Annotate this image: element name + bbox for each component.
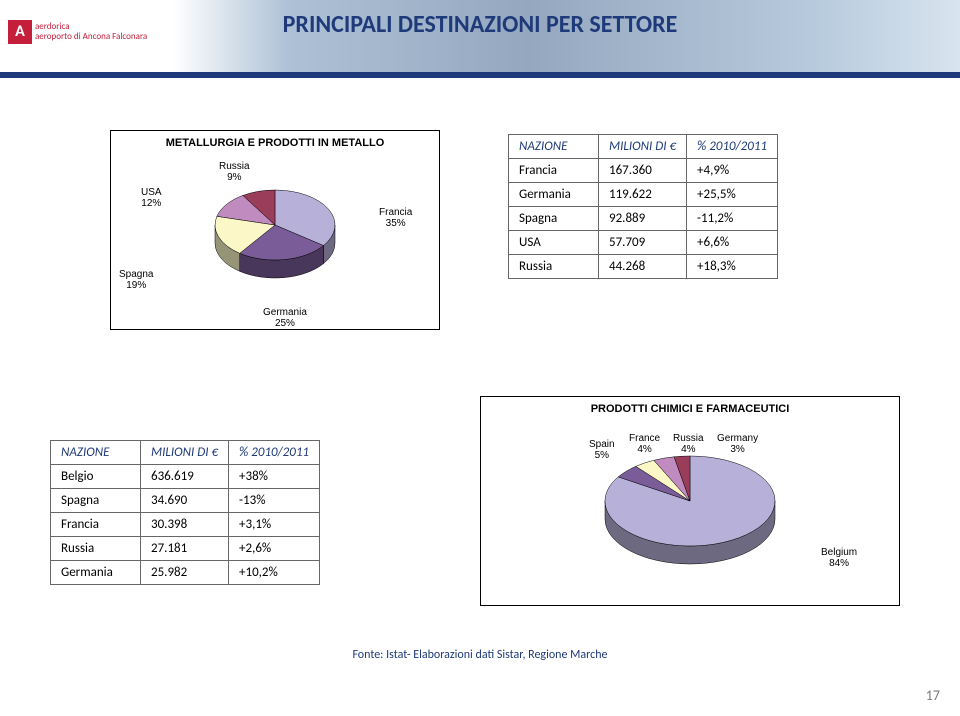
table-chimici: NAZIONEMILIONI DI €% 2010/2011Belgio636.… bbox=[50, 440, 320, 585]
table-row: Spagna92.889-11,2% bbox=[509, 207, 778, 231]
table-cell: Russia bbox=[51, 537, 141, 561]
table-cell: +3,1% bbox=[229, 513, 320, 537]
table-cell: Belgio bbox=[51, 465, 141, 489]
table-cell: 57.709 bbox=[599, 231, 687, 255]
pie-slice-label: Spagna19% bbox=[119, 269, 153, 291]
chart-chimici: PRODOTTI CHIMICI E FARMACEUTICI Belgium8… bbox=[480, 396, 900, 606]
table-cell: Spagna bbox=[51, 489, 141, 513]
table-cell: 25.982 bbox=[141, 561, 229, 585]
table-header: NAZIONE bbox=[509, 135, 599, 159]
pie-slice-label: Francia35% bbox=[379, 207, 412, 229]
table-header: NAZIONE bbox=[51, 441, 141, 465]
footnote: Fonte: Istat- Elaborazioni dati Sistar, … bbox=[0, 648, 960, 662]
table-header: % 2010/2011 bbox=[687, 135, 778, 159]
table-cell: Francia bbox=[509, 159, 599, 183]
table-cell: +4,9% bbox=[687, 159, 778, 183]
table-row: Germania25.982+10,2% bbox=[51, 561, 320, 585]
table-cell: +10,2% bbox=[229, 561, 320, 585]
chart-chimici-title: PRODOTTI CHIMICI E FARMACEUTICI bbox=[481, 397, 899, 417]
pie-slice-label: Spain5% bbox=[589, 439, 615, 461]
table-cell: 92.889 bbox=[599, 207, 687, 231]
pie-slice-label: Germany3% bbox=[717, 433, 758, 455]
table-cell: +38% bbox=[229, 465, 320, 489]
pie-slice-label: Belgium84% bbox=[821, 547, 857, 569]
table-row: Germania119.622+25,5% bbox=[509, 183, 778, 207]
table-header: MILIONI DI € bbox=[599, 135, 687, 159]
pie-slice-label: Russia9% bbox=[219, 161, 250, 183]
table-row: Belgio636.619+38% bbox=[51, 465, 320, 489]
table-cell: 34.690 bbox=[141, 489, 229, 513]
table-cell: 27.181 bbox=[141, 537, 229, 561]
table-header: MILIONI DI € bbox=[141, 441, 229, 465]
table-cell: 167.360 bbox=[599, 159, 687, 183]
table-cell: USA bbox=[509, 231, 599, 255]
table-cell: +25,5% bbox=[687, 183, 778, 207]
table-cell: +18,3% bbox=[687, 255, 778, 279]
table-metallurgia: NAZIONEMILIONI DI €% 2010/2011Francia167… bbox=[508, 134, 778, 279]
table-row: Francia30.398+3,1% bbox=[51, 513, 320, 537]
table-row: Spagna34.690-13% bbox=[51, 489, 320, 513]
table-cell: 44.268 bbox=[599, 255, 687, 279]
header-bar bbox=[0, 72, 960, 78]
chart-metallurgia-title: METALLURGIA E PRODOTTI IN METALLO bbox=[111, 131, 439, 151]
table-header: % 2010/2011 bbox=[229, 441, 320, 465]
table-cell: Spagna bbox=[509, 207, 599, 231]
table-row: Russia27.181+2,6% bbox=[51, 537, 320, 561]
chart-metallurgia: METALLURGIA E PRODOTTI IN METALLO Franci… bbox=[110, 130, 440, 330]
table-row: Russia44.268+18,3% bbox=[509, 255, 778, 279]
table-cell: +2,6% bbox=[229, 537, 320, 561]
table-row: USA57.709+6,6% bbox=[509, 231, 778, 255]
pie-slice-label: France4% bbox=[629, 433, 660, 455]
table-cell: Russia bbox=[509, 255, 599, 279]
page-number: 17 bbox=[926, 687, 940, 704]
table-cell: 119.622 bbox=[599, 183, 687, 207]
pie-slice-label: USA12% bbox=[141, 187, 162, 209]
table-row: Francia167.360+4,9% bbox=[509, 159, 778, 183]
pie-slice-label: Germania25% bbox=[263, 307, 307, 329]
chart-metallurgia-pie bbox=[111, 151, 439, 319]
table-cell: -11,2% bbox=[687, 207, 778, 231]
table-cell: Francia bbox=[51, 513, 141, 537]
pie-slice-label: Russia4% bbox=[673, 433, 704, 455]
table-cell: Germania bbox=[509, 183, 599, 207]
table-cell: Germania bbox=[51, 561, 141, 585]
table-cell: +6,6% bbox=[687, 231, 778, 255]
table-cell: 30.398 bbox=[141, 513, 229, 537]
table-cell: 636.619 bbox=[141, 465, 229, 489]
table-cell: -13% bbox=[229, 489, 320, 513]
page-title: PRINCIPALI DESTINAZIONI PER SETTORE bbox=[0, 10, 960, 39]
